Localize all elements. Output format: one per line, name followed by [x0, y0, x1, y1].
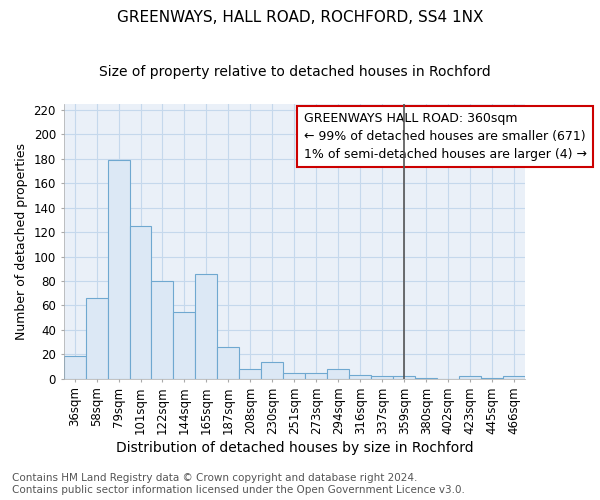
Bar — [107, 160, 130, 379]
Bar — [283, 372, 305, 379]
Bar — [64, 356, 86, 379]
Bar — [262, 362, 283, 379]
Text: GREENWAYS, HALL ROAD, ROCHFORD, SS4 1NX: GREENWAYS, HALL ROAD, ROCHFORD, SS4 1NX — [117, 10, 483, 25]
Bar — [328, 369, 349, 379]
Bar — [196, 274, 217, 379]
Bar — [239, 369, 262, 379]
Bar — [415, 378, 437, 379]
Bar — [349, 375, 371, 379]
Bar — [371, 376, 394, 379]
Bar — [173, 312, 196, 379]
Bar — [394, 376, 415, 379]
Text: Contains HM Land Registry data © Crown copyright and database right 2024.
Contai: Contains HM Land Registry data © Crown c… — [12, 474, 465, 495]
Bar — [86, 298, 107, 379]
Text: GREENWAYS HALL ROAD: 360sqm
← 99% of detached houses are smaller (671)
1% of sem: GREENWAYS HALL ROAD: 360sqm ← 99% of det… — [304, 112, 587, 161]
Y-axis label: Number of detached properties: Number of detached properties — [15, 143, 28, 340]
Bar — [305, 372, 328, 379]
Bar — [459, 376, 481, 379]
Bar — [130, 226, 151, 379]
Title: Size of property relative to detached houses in Rochford: Size of property relative to detached ho… — [98, 65, 490, 79]
Bar — [217, 347, 239, 379]
Bar — [503, 376, 525, 379]
X-axis label: Distribution of detached houses by size in Rochford: Distribution of detached houses by size … — [116, 441, 473, 455]
Bar — [151, 281, 173, 379]
Bar — [481, 378, 503, 379]
